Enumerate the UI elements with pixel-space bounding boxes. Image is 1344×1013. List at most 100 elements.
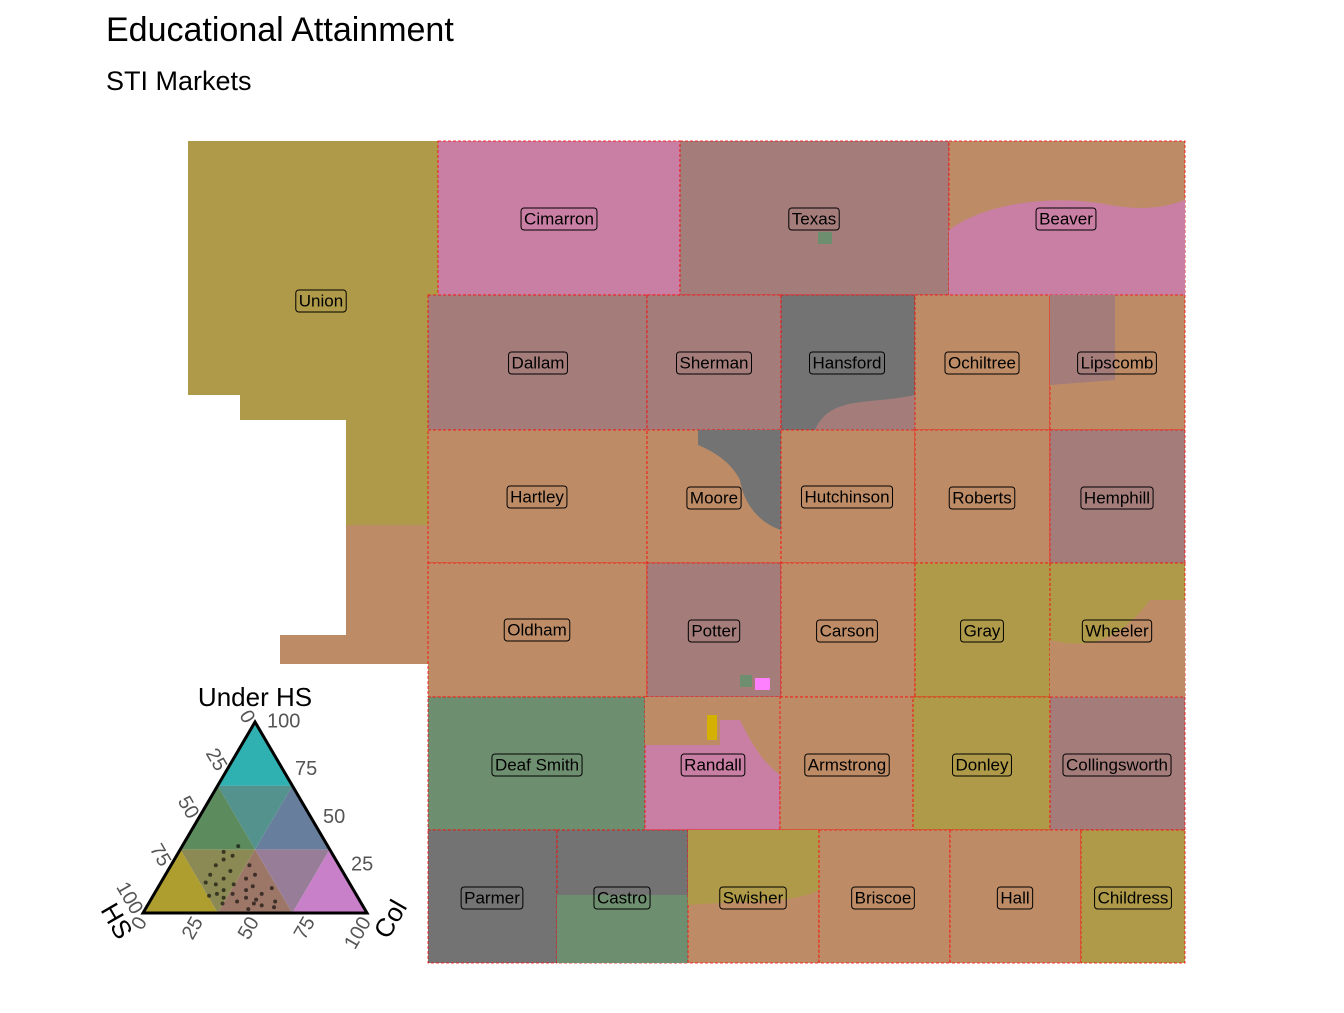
county-area	[818, 232, 832, 244]
label-box	[952, 753, 1012, 777]
label-box	[996, 886, 1034, 910]
tick-label: 100	[340, 913, 376, 953]
county-label: Roberts	[948, 486, 1016, 510]
county-label: Randall	[680, 753, 746, 777]
legend-cell	[217, 849, 293, 913]
label-box	[809, 351, 885, 375]
county-name: Briscoe	[855, 888, 912, 907]
legend-point	[203, 880, 208, 885]
county-label: Hutchinson	[800, 485, 894, 509]
tick-label: 75	[295, 758, 317, 780]
county-label: Wheeler	[1081, 619, 1153, 643]
legend-point	[221, 876, 226, 881]
county-name: Randall	[684, 755, 742, 774]
county-name: Collingsworth	[1066, 755, 1168, 774]
legend-point	[207, 893, 212, 898]
label-box	[295, 289, 347, 313]
legend-cell	[292, 849, 367, 913]
label-box	[508, 351, 568, 375]
county-label: Ochiltree	[944, 351, 1020, 375]
county-label: Beaver	[1035, 207, 1097, 231]
legend-point	[230, 853, 235, 858]
county-label: Donley	[952, 753, 1012, 777]
legend-point	[247, 863, 252, 868]
county-label: Moore	[686, 486, 742, 510]
tick-label: 25	[351, 854, 373, 876]
county-name: Gray	[964, 621, 1001, 640]
legend-point	[272, 905, 277, 910]
county-label: Hartley	[506, 485, 568, 509]
county-name: Armstrong	[808, 755, 886, 774]
label-box	[960, 619, 1004, 643]
county	[679, 140, 950, 296]
county-name: Union	[299, 291, 343, 310]
county-label: Childress	[1094, 886, 1172, 910]
label-box	[687, 619, 741, 643]
legend-point	[208, 872, 213, 877]
legend-point	[253, 872, 257, 877]
legend-point	[251, 901, 256, 906]
county-area	[740, 675, 752, 687]
legend-point	[214, 891, 219, 896]
county-label: Armstrong	[804, 753, 890, 777]
county-label: Briscoe	[851, 886, 915, 910]
county-label: Sherman	[676, 351, 752, 375]
label-box	[491, 753, 583, 777]
legend-point	[250, 884, 255, 889]
label-box	[944, 351, 1020, 375]
county-name: Lipscomb	[1081, 353, 1154, 372]
county-name: Hansford	[813, 353, 882, 372]
county-name: Wheeler	[1085, 621, 1149, 640]
legend-point	[221, 888, 226, 893]
county-area	[1050, 295, 1115, 385]
county	[1049, 696, 1186, 831]
label-box	[851, 886, 915, 910]
county-name: Oldham	[507, 620, 567, 639]
county	[1080, 829, 1186, 964]
county-label: Hansford	[809, 351, 885, 375]
legend-point	[244, 888, 249, 893]
tick-label: 25	[178, 913, 208, 943]
legend-frame	[140, 719, 370, 915]
legend-cell	[143, 849, 218, 913]
label-box	[800, 485, 894, 509]
county-area	[815, 395, 915, 430]
axis-label: Col	[367, 895, 412, 944]
tick-label: 50	[234, 913, 264, 943]
county-label: Potter	[687, 619, 741, 643]
legend-point	[273, 899, 278, 904]
county	[188, 141, 438, 525]
county-label: Castro	[593, 886, 651, 910]
county-name: Hutchinson	[804, 487, 889, 506]
county-name: Hemphill	[1084, 488, 1150, 507]
legend-point	[213, 882, 218, 887]
label-box	[948, 486, 1016, 510]
county-label: Gray	[960, 619, 1004, 643]
county	[280, 525, 428, 664]
county-label: Carson	[816, 619, 878, 643]
county-name: Hall	[1000, 888, 1029, 907]
county-labels: Union Cimarron Texas Beaver Dallam Sherman Han…	[295, 207, 1172, 910]
county	[779, 696, 914, 831]
county-area	[688, 830, 819, 905]
county-area	[698, 430, 781, 530]
county-area	[707, 715, 717, 740]
county-name: Childress	[1098, 888, 1169, 907]
legend-point	[228, 868, 233, 873]
county-area	[755, 678, 770, 690]
county-area	[557, 895, 688, 963]
county	[912, 696, 1051, 831]
county-name: Roberts	[952, 488, 1012, 507]
legend-point	[259, 903, 264, 908]
county-name: Beaver	[1039, 209, 1093, 228]
county	[914, 294, 1051, 431]
label-box	[816, 619, 878, 643]
county-label: Texas	[788, 207, 840, 231]
legend-cell	[180, 785, 255, 850]
legend-point	[244, 895, 249, 900]
tick-label: 100	[267, 710, 300, 732]
counties	[188, 140, 1186, 964]
county	[646, 294, 782, 431]
